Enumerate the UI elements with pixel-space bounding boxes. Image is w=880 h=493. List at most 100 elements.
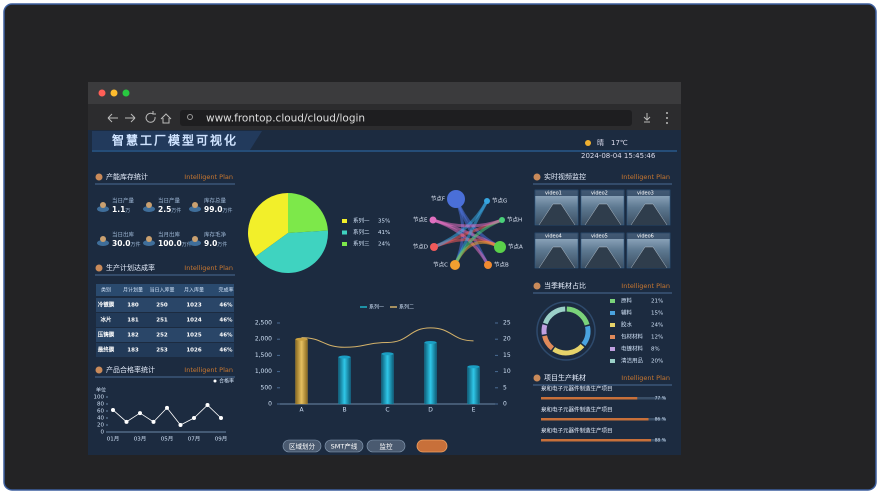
bar	[467, 366, 480, 405]
maximize-button[interactable]	[122, 89, 130, 97]
donut-segment	[552, 343, 585, 356]
panel-tag: Intelligent Plan	[621, 282, 670, 290]
weather-icon	[585, 140, 591, 146]
legend-swatch	[610, 323, 615, 327]
x-tick-label: 09月	[215, 436, 228, 443]
legend-label: 胶水	[621, 321, 633, 329]
graph-node	[450, 260, 460, 270]
table-cell: 46%	[219, 348, 233, 354]
menu-button[interactable]	[666, 112, 668, 124]
y2-tick-label: 15	[503, 352, 511, 359]
table-cell: 182	[127, 333, 139, 339]
legend-label: 包材材料	[621, 333, 644, 341]
progress-bar	[541, 397, 638, 400]
panel-icon	[95, 264, 103, 272]
stat-number: 100.0	[158, 239, 182, 248]
table-cell: 1026	[186, 348, 201, 354]
table-cell: 250	[156, 303, 168, 309]
legend-swatch	[342, 230, 347, 235]
back-button[interactable]	[107, 113, 118, 123]
stat-number: 9.0	[204, 239, 217, 248]
temperature: 17℃	[611, 139, 628, 147]
close-button[interactable]	[98, 89, 106, 97]
node-label: 节点F	[431, 195, 445, 203]
y2-tick-label: 5	[503, 384, 507, 391]
line-point	[178, 423, 183, 427]
graph-link	[433, 200, 489, 249]
data-label: 8%	[651, 347, 660, 353]
address-bar[interactable]	[180, 110, 632, 126]
video-scene	[584, 246, 622, 269]
stat-unit: 万	[125, 208, 130, 214]
bar-cap	[467, 365, 480, 369]
node-label: 节点D	[413, 243, 428, 251]
table-cell: 46%	[219, 333, 233, 339]
table-cell: 1025	[186, 333, 201, 339]
url: www.frontop.cloud/cloud/login	[206, 113, 365, 125]
y-tick-label: 0	[268, 401, 272, 408]
home-button[interactable]	[160, 113, 172, 124]
graph-node	[499, 217, 505, 223]
table-cell: 183	[127, 348, 139, 354]
progress-bar	[541, 418, 649, 421]
forward-button[interactable]	[125, 113, 136, 123]
stat-icon	[143, 206, 155, 212]
table-cell: 压铸膜	[98, 331, 115, 339]
table-cell: 最终膜	[98, 346, 115, 354]
legend-label: 系列一	[369, 304, 384, 311]
table-cell: 46%	[219, 303, 233, 309]
stat-value: 100.0万件	[158, 239, 192, 248]
nav-button[interactable]	[416, 439, 448, 453]
nav-button[interactable]	[366, 439, 406, 453]
stat-label: 库存毛净	[204, 231, 227, 239]
stat-label: 当日产量	[158, 197, 181, 205]
video-scene	[538, 246, 576, 269]
stat-icon	[97, 240, 109, 246]
nav-button[interactable]	[282, 439, 322, 453]
stat-unit: 万件	[171, 207, 181, 214]
line-series	[301, 327, 474, 348]
legend-label: 辅料	[621, 309, 633, 317]
datetime: 2024-08-04 15:45:46	[581, 152, 656, 160]
reload-button[interactable]	[145, 111, 156, 123]
legend-label: 系列三	[353, 240, 370, 248]
stat-number: 99.0	[204, 205, 223, 214]
panel-bg	[533, 279, 672, 281]
graph-node	[430, 243, 438, 251]
stat-icon	[143, 240, 155, 246]
node-label: 节点H	[507, 216, 522, 224]
video-label: video6	[637, 234, 654, 240]
bar-cap	[295, 337, 308, 341]
data-label: 20%	[651, 359, 663, 365]
stat-number: 2.5	[158, 205, 171, 214]
stat-value: 30.0万件	[112, 239, 141, 248]
video-label: video3	[637, 191, 654, 197]
stat-number: 30.0	[112, 239, 131, 248]
title-bar	[88, 82, 681, 104]
title-banner	[92, 131, 262, 150]
legend-swatch	[610, 299, 615, 303]
panel-bg	[533, 170, 672, 172]
stat-icon	[146, 202, 152, 208]
donut-segment	[541, 324, 548, 335]
data-label: 24%	[378, 242, 390, 248]
graph-link	[432, 218, 503, 228]
video-label: video1	[545, 191, 562, 197]
donut-ring	[536, 301, 596, 361]
video-label: video5	[591, 234, 608, 240]
progress-label: 88 %	[655, 438, 667, 444]
nav-button[interactable]	[324, 439, 364, 453]
legend-marker	[213, 379, 217, 383]
donut-segment	[581, 325, 591, 346]
stat-icon	[192, 202, 198, 208]
panel-icon	[533, 374, 541, 382]
stat-value: 9.0万件	[204, 239, 227, 248]
download-button[interactable]	[643, 113, 651, 123]
video-scene	[584, 203, 622, 226]
minimize-button[interactable]	[110, 89, 118, 97]
x-tick-label: 07月	[188, 436, 201, 443]
y-tick-label: 2,000	[255, 336, 272, 343]
legend-swatch	[610, 311, 615, 315]
